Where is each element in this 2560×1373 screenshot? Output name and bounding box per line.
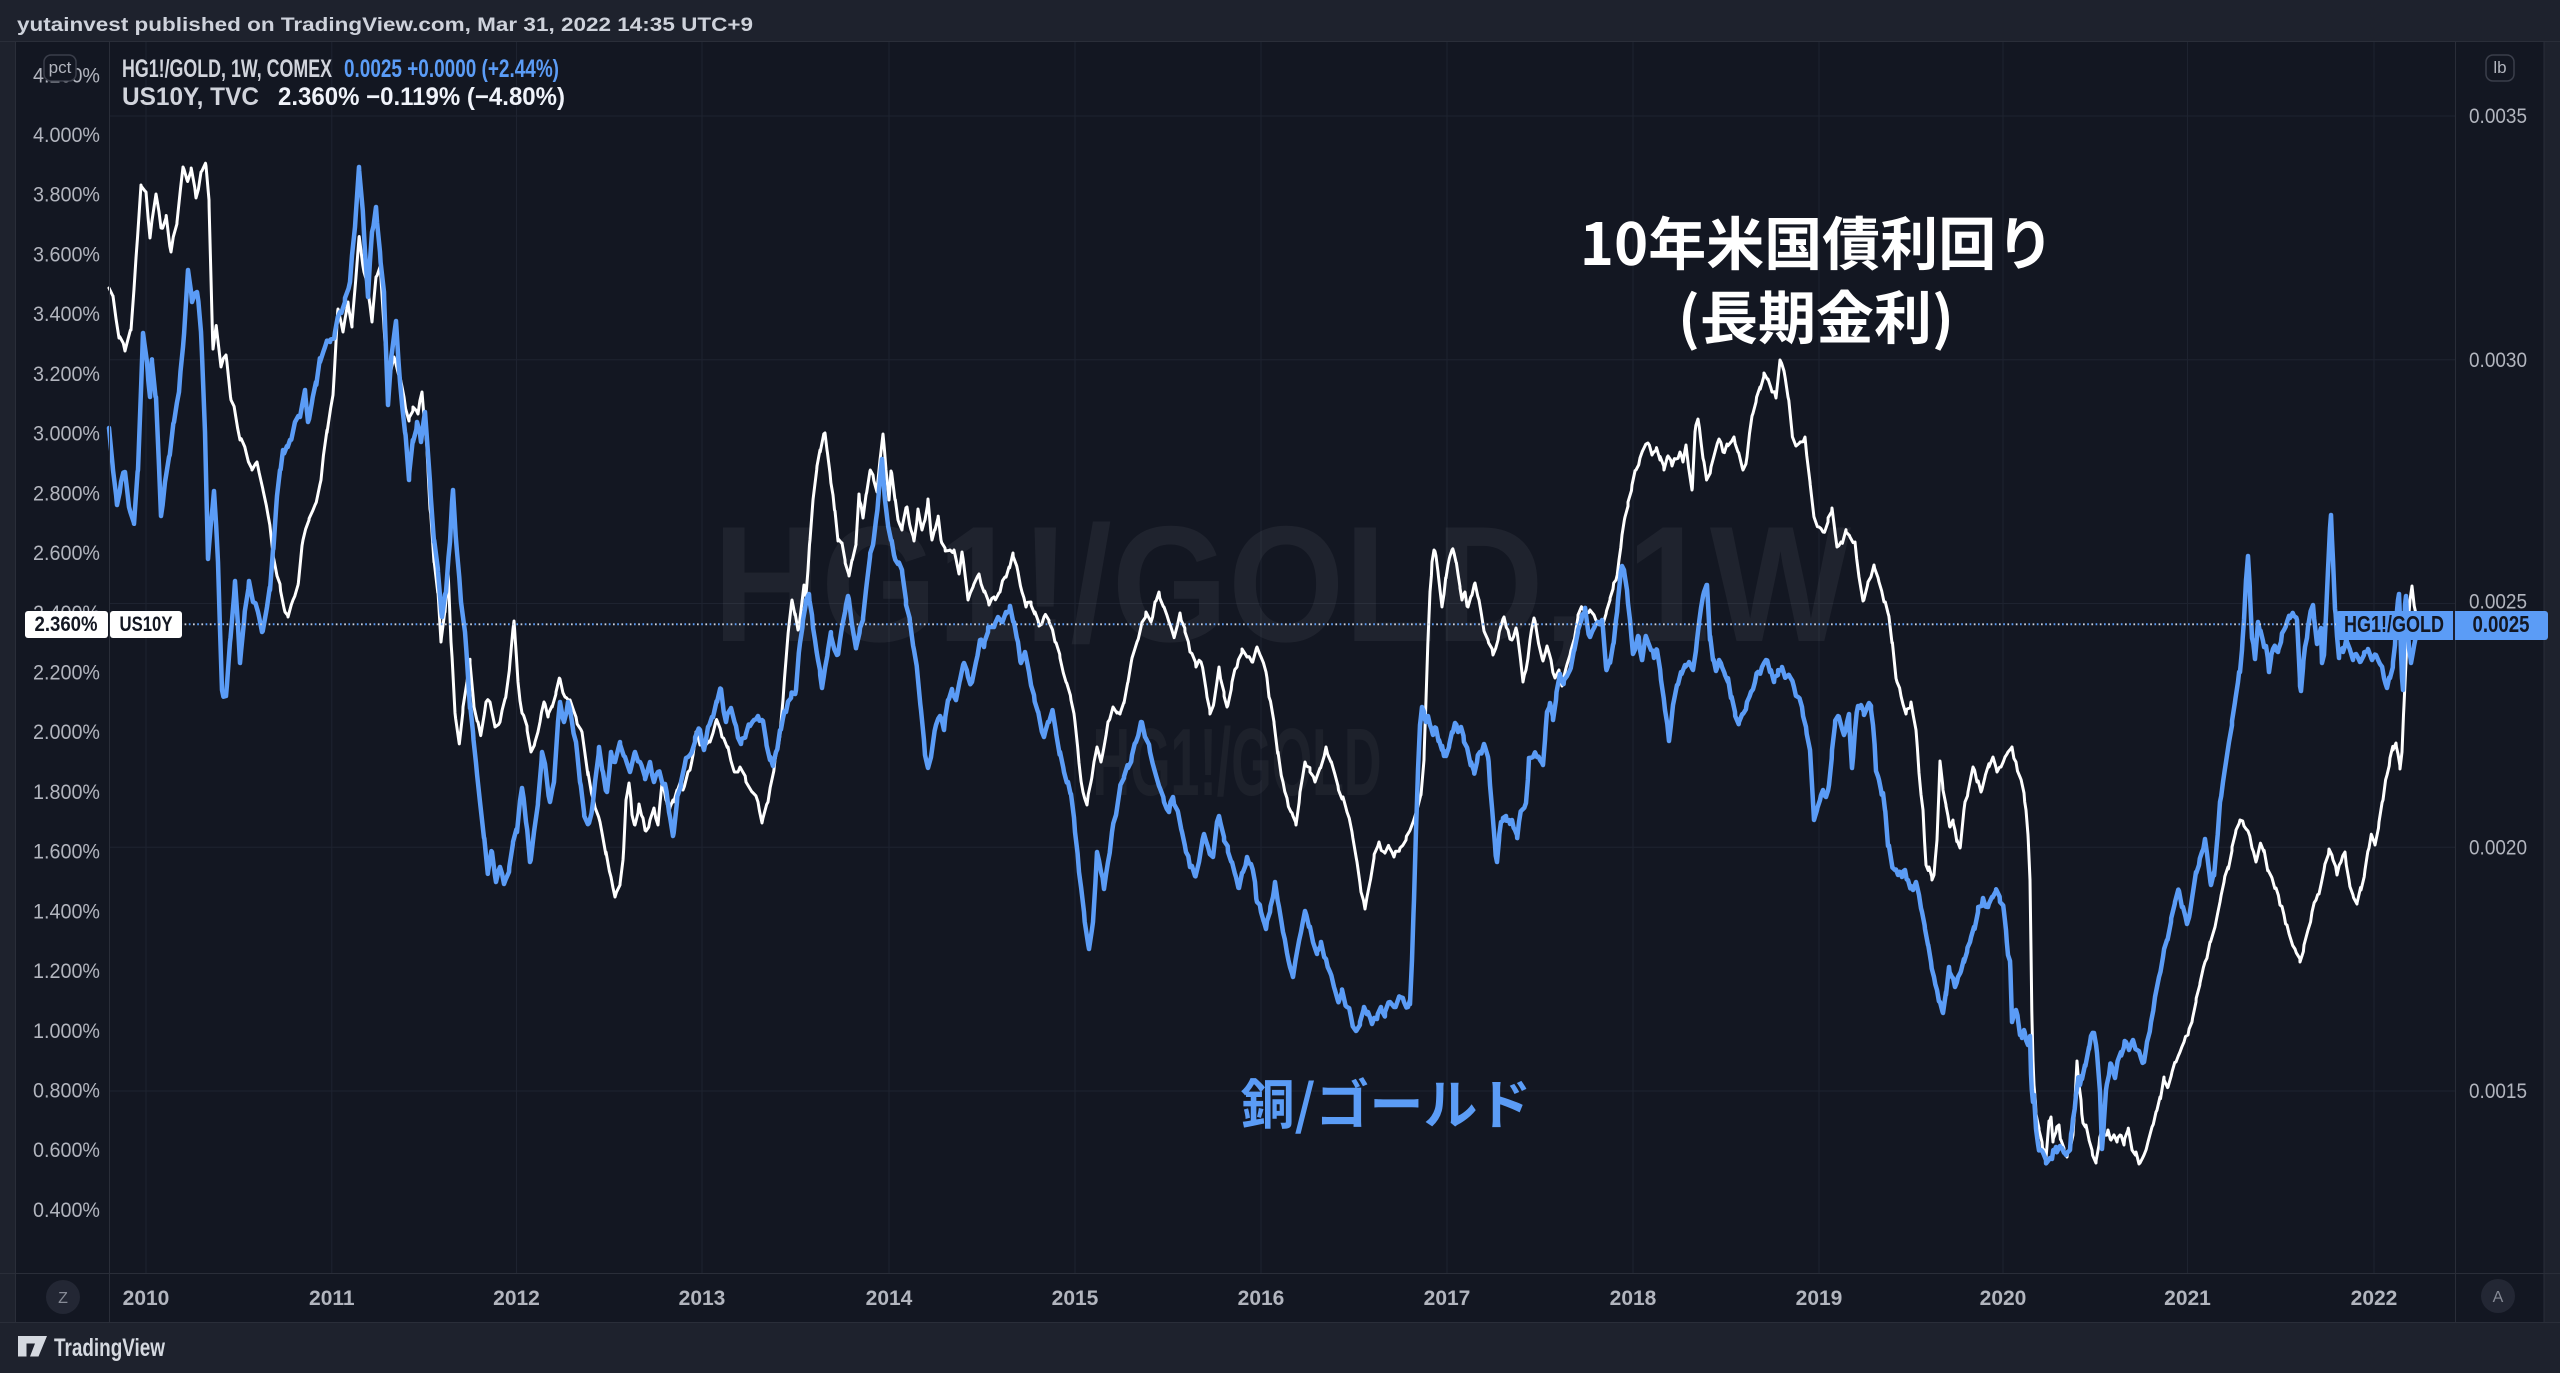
svg-text:0.600%: 0.600% xyxy=(33,1139,100,1162)
svg-text:0.0015: 0.0015 xyxy=(2469,1080,2527,1103)
svg-text:HG1!/GOLD: HG1!/GOLD xyxy=(1093,709,1382,816)
svg-text:US10Y: US10Y xyxy=(120,613,173,636)
svg-text:HG1!/GOLD, 1W, COMEX: HG1!/GOLD, 1W, COMEX xyxy=(122,55,332,83)
svg-text:A: A xyxy=(2493,1289,2504,1306)
svg-text:lb: lb xyxy=(2493,58,2506,77)
svg-text:1.800%: 1.800% xyxy=(33,781,100,804)
svg-text:3.000%: 3.000% xyxy=(33,423,100,446)
svg-text:0.0035: 0.0035 xyxy=(2469,105,2527,128)
svg-text:2020: 2020 xyxy=(1980,1287,2027,1310)
svg-text:2017: 2017 xyxy=(1424,1287,1471,1310)
svg-text:2.600%: 2.600% xyxy=(33,542,100,565)
svg-text:0.0020: 0.0020 xyxy=(2469,836,2527,859)
svg-text:Z: Z xyxy=(58,1290,68,1307)
svg-text:1.000%: 1.000% xyxy=(33,1020,100,1043)
svg-text:2.800%: 2.800% xyxy=(33,482,100,505)
svg-text:2.200%: 2.200% xyxy=(33,662,100,685)
svg-text:2010: 2010 xyxy=(123,1287,170,1310)
svg-text:yutainvest published on Tradin: yutainvest published on TradingView.com,… xyxy=(17,14,753,36)
svg-text:0.0025: 0.0025 xyxy=(2469,591,2527,614)
svg-text:2011: 2011 xyxy=(309,1287,355,1310)
svg-text:HG1!/GOLD, 1W: HG1!/GOLD, 1W xyxy=(713,492,1851,676)
svg-text:2018: 2018 xyxy=(1610,1287,1657,1310)
svg-text:1.200%: 1.200% xyxy=(33,960,100,983)
svg-text:2014: 2014 xyxy=(866,1287,913,1310)
svg-text:0.0025 +0.0000 (+2.44%): 0.0025 +0.0000 (+2.44%) xyxy=(344,55,559,83)
svg-text:HG1!/GOLD: HG1!/GOLD xyxy=(2344,611,2444,637)
svg-text:3.400%: 3.400% xyxy=(33,303,100,326)
svg-text:2022: 2022 xyxy=(2351,1287,2398,1310)
svg-text:2.360% −0.119% (−4.80%): 2.360% −0.119% (−4.80%) xyxy=(278,83,565,111)
svg-text:1.600%: 1.600% xyxy=(33,841,100,864)
svg-text:2.360%: 2.360% xyxy=(35,613,98,636)
svg-text:0.0030: 0.0030 xyxy=(2469,349,2527,372)
svg-text:US10Y, TVC: US10Y, TVC xyxy=(122,83,259,111)
svg-text:2016: 2016 xyxy=(1238,1287,1285,1310)
svg-text:2019: 2019 xyxy=(1796,1287,1843,1310)
svg-text:TradingView: TradingView xyxy=(54,1334,165,1362)
svg-text:0.400%: 0.400% xyxy=(33,1199,100,1222)
svg-text:pct: pct xyxy=(49,58,72,77)
svg-text:3.600%: 3.600% xyxy=(33,243,100,266)
svg-text:2013: 2013 xyxy=(679,1287,726,1310)
svg-text:4.000%: 4.000% xyxy=(33,124,100,147)
svg-text:3.800%: 3.800% xyxy=(33,184,100,207)
svg-text:2.000%: 2.000% xyxy=(33,721,100,744)
svg-text:3.200%: 3.200% xyxy=(33,363,100,386)
svg-text:2012: 2012 xyxy=(493,1287,540,1310)
svg-text:0.0025: 0.0025 xyxy=(2473,611,2530,637)
svg-text:2021: 2021 xyxy=(2164,1287,2211,1310)
svg-text:0.800%: 0.800% xyxy=(33,1080,100,1103)
svg-text:2015: 2015 xyxy=(1052,1287,1099,1310)
svg-text:1.400%: 1.400% xyxy=(33,900,100,923)
